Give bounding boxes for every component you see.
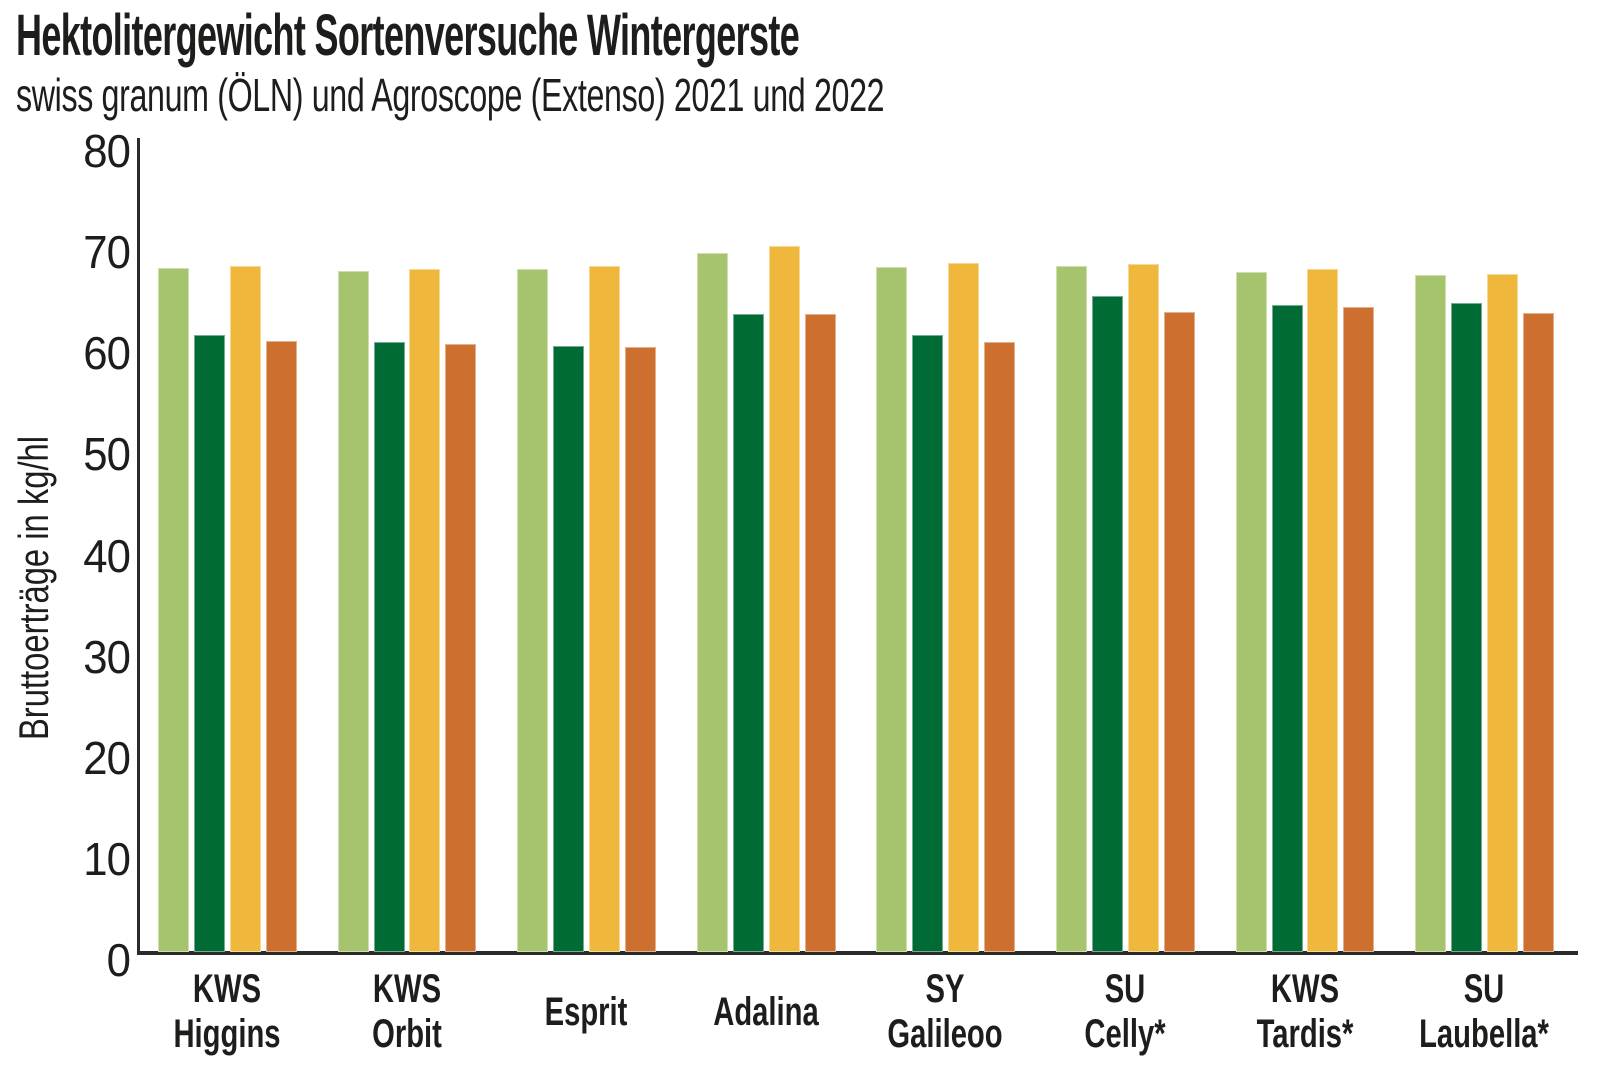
bar-yellow [589, 266, 620, 952]
bar-light-green [696, 253, 728, 952]
y-tick-label-20: 20 [83, 731, 131, 784]
x-category-label: Adalina [713, 989, 819, 1034]
y-tick-label-50: 50 [83, 428, 131, 481]
bar-yellow [948, 263, 980, 952]
bar-light-green [1056, 266, 1087, 952]
y-tick-label-30: 30 [83, 630, 131, 683]
y-tick-label-0: 0 [106, 934, 131, 986]
bar-light-green [876, 267, 908, 952]
bar-orange [1522, 312, 1554, 952]
bar-orange [265, 341, 297, 952]
y-axis-line [137, 138, 140, 955]
bar-yellow [409, 269, 441, 952]
chart-title: Hektolitergewicht Sortenversuche Winterg… [16, 3, 800, 68]
bar-orange [445, 344, 477, 952]
bar-dark-green [1271, 304, 1303, 952]
bar-orange [1163, 311, 1195, 952]
bar-light-green [1235, 272, 1267, 952]
bar-yellow [1487, 274, 1518, 952]
bar-orange [1343, 306, 1375, 952]
bar-orange [984, 342, 1016, 952]
x-axis-line [137, 951, 1578, 955]
bar-yellow [768, 246, 800, 952]
bar-dark-green [1451, 302, 1483, 952]
bar-orange [624, 347, 656, 952]
x-category-label: Esprit [544, 989, 628, 1034]
bar-dark-green [912, 335, 944, 952]
y-tick-label-10: 10 [83, 832, 131, 885]
chart-subtitle: swiss granum (ÖLN) und Agroscope (Extens… [16, 69, 885, 121]
bar-yellow [1307, 269, 1339, 952]
bar-dark-green [553, 346, 585, 952]
bar-light-green [337, 271, 369, 952]
y-tick-label-80: 80 [83, 125, 131, 177]
bar-light-green [158, 268, 189, 952]
x-category-label: KWS Tardis* [1256, 967, 1354, 1056]
bar-dark-green [373, 342, 405, 952]
bar-yellow [229, 266, 261, 952]
bar-light-green [1415, 275, 1447, 952]
bar-yellow [1127, 264, 1159, 952]
bar-dark-green [193, 335, 225, 952]
bar-dark-green [1091, 295, 1123, 952]
y-tick-label-60: 60 [83, 327, 131, 380]
bar-dark-green [732, 313, 764, 952]
x-category-label: SY Galileoo [887, 967, 1003, 1056]
x-category-label: SU Laubella* [1419, 967, 1550, 1056]
x-category-label: SU Celly* [1084, 967, 1166, 1056]
x-category-label: KWS Higgins [173, 967, 281, 1056]
bar-orange [804, 313, 836, 952]
y-tick-label-70: 70 [83, 226, 131, 279]
y-tick-label-40: 40 [83, 529, 131, 582]
bar-light-green [517, 269, 549, 952]
x-category-label: KWS Orbit [371, 967, 442, 1056]
